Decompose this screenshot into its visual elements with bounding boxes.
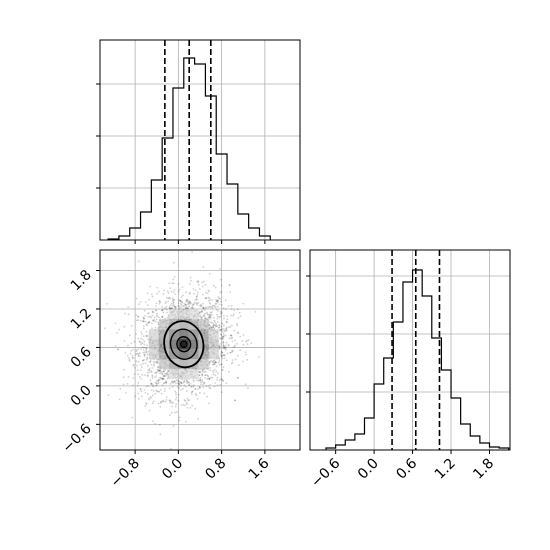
density-cell: [178, 359, 189, 370]
tick-label: 1.8: [470, 456, 497, 483]
tick-label: −0.8: [108, 456, 143, 491]
tick-label: 0.6: [68, 344, 95, 371]
density-cell: [208, 349, 219, 360]
panel-top-left-histogram: [96, 39, 301, 244]
density-cell: [158, 359, 169, 370]
density-cell: [148, 339, 159, 350]
density-cell: [178, 329, 189, 340]
tick-label: −0.6: [308, 455, 343, 490]
density-cell: [158, 319, 169, 330]
density-cell: [188, 309, 199, 320]
panel-bottom-right-histogram: −0.6 0.0 0.6 1.2 1.8: [306, 249, 511, 491]
density-cell: [178, 349, 189, 360]
density-cell: [208, 329, 219, 340]
density-cell: [158, 349, 169, 360]
density-cell: [198, 359, 209, 370]
tick-label: 0.6: [393, 455, 420, 482]
tick-label: −0.6: [59, 421, 94, 456]
axes-frame: [99, 39, 301, 241]
density-cell: [178, 339, 189, 350]
tick-label: 0.8: [202, 456, 229, 483]
contour-line: [163, 320, 205, 369]
density-cell: [168, 339, 179, 350]
tick-label: 1.2: [68, 305, 95, 332]
density-cell: [148, 329, 159, 340]
histogram-step: [325, 269, 510, 450]
density-cell: [158, 329, 169, 340]
density-cell: [178, 309, 189, 320]
axes-frame: [309, 249, 511, 451]
panel-bottom-left-density: −0.8 0.0 0.8 1.6 −0.6 0.0 0.6 1.2 1.8: [59, 249, 301, 491]
density-layer: [103, 251, 260, 450]
tick-label: 0.0: [68, 382, 95, 409]
axes-frame: [99, 249, 301, 451]
density-cell: [168, 369, 179, 380]
contour-line: [169, 328, 198, 360]
density-cell: [198, 349, 209, 360]
density-cell: [208, 339, 219, 350]
density-cell: [178, 319, 189, 330]
density-cell: [178, 369, 189, 380]
tick-label: 1.2: [432, 456, 459, 483]
tick-label: 1.8: [68, 267, 95, 294]
tick-label: 1.6: [246, 455, 273, 482]
density-cell: [198, 329, 209, 340]
tick-label: 0.0: [159, 456, 186, 483]
tick-label: 0.0: [355, 456, 382, 483]
density-cell: [188, 369, 199, 380]
density-cell: [168, 309, 179, 320]
contour-line: [179, 340, 188, 349]
density-cell: [198, 319, 209, 330]
density-cell: [148, 349, 159, 360]
density-cell: [188, 339, 199, 350]
contour-line: [176, 336, 192, 353]
